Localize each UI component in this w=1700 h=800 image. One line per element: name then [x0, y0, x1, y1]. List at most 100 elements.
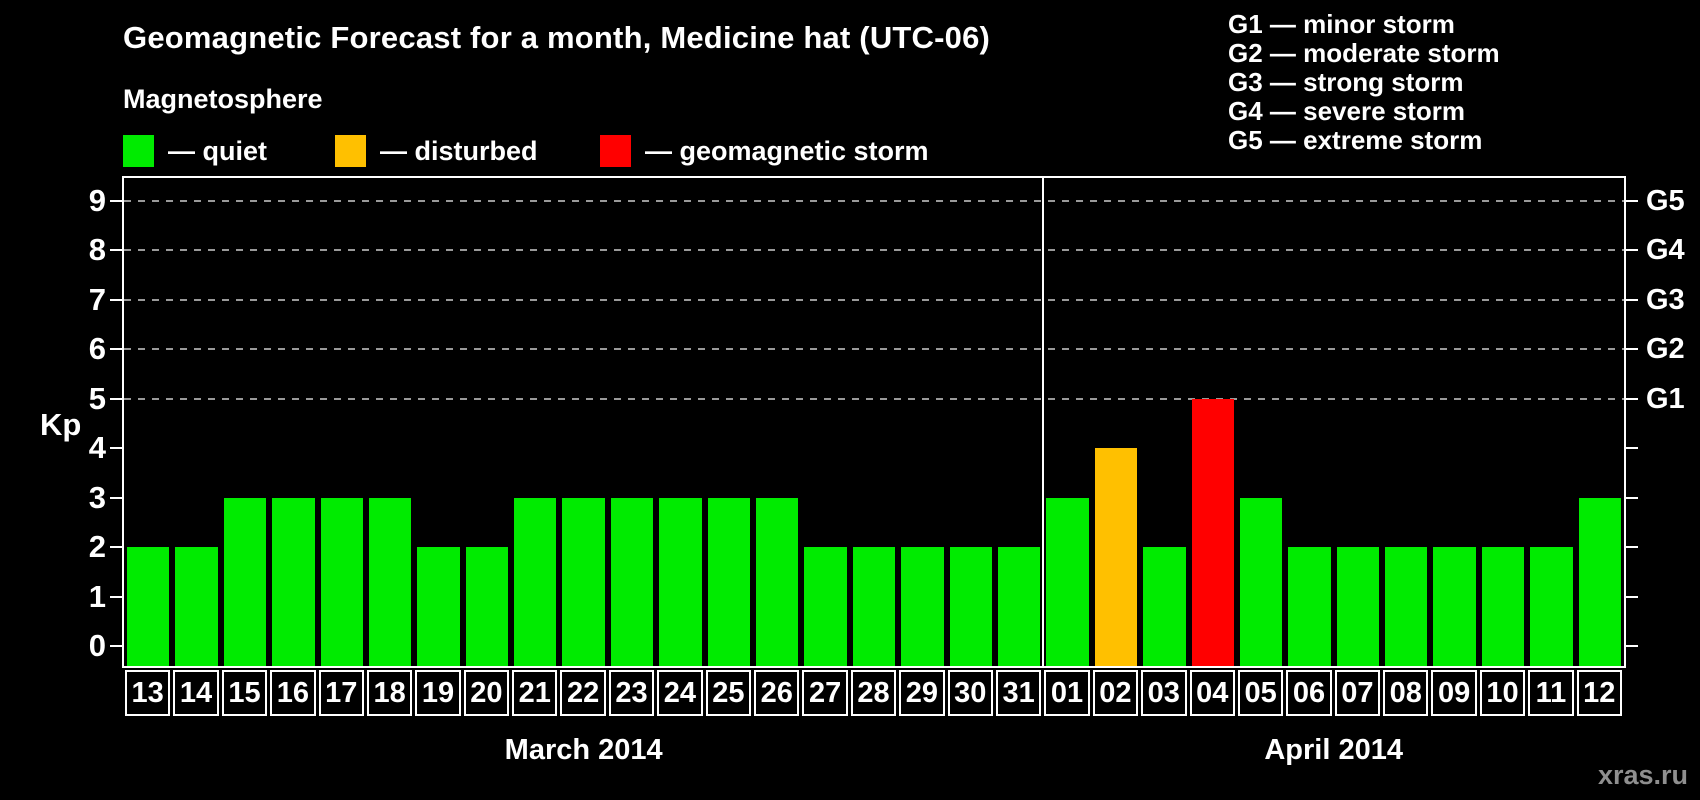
right-tick-8 — [1626, 249, 1638, 251]
watermark: xras.ru — [1597, 760, 1688, 790]
bar-day-08 — [1385, 547, 1428, 666]
y-tick-label-5: 5 — [88, 380, 106, 416]
bar-day-03 — [1143, 547, 1186, 666]
x-axis-day-labels: 13 14 15 16 17 18 19 20 21 22 23 24 25 26 27 28 29 30 31 01… — [124, 670, 1624, 716]
bar-day-06 — [1288, 547, 1331, 666]
legend-item-disturbed: — disturbed — [335, 135, 538, 167]
bar-day-30 — [949, 547, 992, 666]
right-axis-label-g5: G5 — [1646, 184, 1685, 217]
bar-day-24 — [659, 497, 702, 666]
bar-day-28 — [852, 547, 896, 666]
quiet-color-swatch — [123, 135, 154, 167]
y-tick-label-0: 0 — [88, 628, 106, 663]
right-axis-label-g1: G1 — [1646, 382, 1685, 415]
y-tick-label-8: 8 — [88, 232, 106, 267]
day-label-17: 17 — [318, 670, 364, 716]
bar-day-07 — [1336, 547, 1380, 666]
day-label-27: 27 — [802, 670, 848, 716]
right-tick-0 — [1626, 645, 1638, 647]
gridline-kp7 — [124, 298, 1624, 301]
bar-day-19 — [417, 547, 460, 666]
day-label-14: 14 — [173, 670, 219, 716]
bar-day-10 — [1481, 547, 1525, 666]
bar-day-21 — [514, 497, 557, 666]
g5-legend-line: G5 — extreme storm — [1228, 125, 1483, 155]
gridline-kp9 — [124, 199, 1624, 202]
bar-day-14 — [175, 547, 218, 666]
y-tick-3 — [110, 496, 122, 499]
day-label-19: 19 — [415, 670, 461, 716]
y-tick-label-1: 1 — [88, 578, 106, 614]
bar-day-04 — [1191, 398, 1234, 666]
y-tick-label-2: 2 — [88, 529, 106, 564]
right-tick-9 — [1626, 199, 1638, 202]
y-tick-4 — [110, 447, 122, 449]
day-label-02: 02 — [1092, 670, 1139, 716]
bar-day-11 — [1530, 547, 1573, 666]
bar-day-16 — [272, 497, 315, 666]
bar-day-23 — [610, 497, 654, 666]
y-tick-label-7: 7 — [88, 281, 106, 317]
gridline-kp6 — [124, 348, 1624, 350]
y-tick-0 — [110, 645, 122, 647]
bar-day-05 — [1239, 497, 1283, 666]
g2-legend-line: G2 — moderate storm — [1228, 38, 1500, 68]
legend-label-storm: — geomagnetic storm — [645, 136, 929, 166]
day-label-04: 04 — [1189, 670, 1235, 716]
y-tick-6 — [110, 348, 122, 350]
day-label-03: 03 — [1141, 670, 1187, 716]
bar-day-13 — [127, 547, 170, 666]
g3-legend-line: G3 — strong storm — [1228, 67, 1464, 97]
legend-label-quiet: — quiet — [168, 136, 267, 166]
bar-day-17 — [320, 497, 363, 666]
y-tick-8 — [110, 249, 122, 251]
day-label-24: 24 — [657, 670, 703, 716]
day-label-06: 06 — [1286, 670, 1332, 716]
bar-day-20 — [465, 547, 509, 666]
y-tick-1 — [110, 595, 122, 598]
bar-day-31 — [997, 547, 1041, 666]
right-axis-label-g2: G2 — [1646, 333, 1685, 365]
right-tick-5 — [1626, 397, 1638, 400]
day-label-13: 13 — [125, 670, 171, 716]
bar-day-22 — [562, 497, 605, 666]
day-label-23: 23 — [608, 670, 655, 716]
day-label-11: 11 — [1528, 670, 1574, 716]
day-label-18: 18 — [366, 670, 413, 716]
right-tick-4 — [1626, 447, 1638, 449]
bar-day-09 — [1433, 547, 1476, 666]
y-tick-label-6: 6 — [88, 331, 106, 366]
right-tick-2 — [1626, 546, 1638, 548]
magnetosphere-legend-heading: Magnetosphere — [123, 84, 323, 114]
day-label-21: 21 — [512, 670, 558, 716]
day-label-31: 31 — [995, 670, 1042, 716]
day-label-29: 29 — [899, 670, 945, 716]
plot-area — [122, 176, 1626, 668]
month-label-1: April 2014 — [1264, 734, 1403, 766]
right-axis-label-g4: G4 — [1646, 234, 1685, 266]
plot-inner — [124, 178, 1624, 666]
right-tick-7 — [1626, 298, 1638, 301]
day-label-25: 25 — [705, 670, 752, 716]
chart-title: Geomagnetic Forecast for a month, Medici… — [123, 20, 991, 55]
day-label-22: 22 — [560, 670, 606, 716]
g1-legend-line: G1 — minor storm — [1228, 9, 1455, 39]
day-label-12: 12 — [1576, 670, 1622, 716]
bar-day-12 — [1578, 497, 1621, 666]
g-scale-legend: G1 — minor storm G2 — moderate storm G3 … — [1228, 10, 1500, 155]
bar-day-27 — [804, 547, 847, 666]
month-label-0: March 2014 — [504, 734, 663, 766]
day-label-28: 28 — [850, 670, 897, 716]
y-tick-label-4: 4 — [88, 430, 106, 465]
day-label-30: 30 — [947, 670, 993, 716]
day-label-26: 26 — [754, 670, 800, 716]
y-tick-label-9: 9 — [88, 182, 106, 218]
day-label-15: 15 — [221, 670, 268, 716]
gridline-kp8 — [124, 249, 1624, 251]
bar-day-01 — [1046, 497, 1089, 666]
bar-day-18 — [368, 497, 412, 666]
right-axis-label-g3: G3 — [1646, 283, 1685, 316]
day-label-08: 08 — [1383, 670, 1429, 716]
y-tick-label-3: 3 — [88, 479, 106, 515]
